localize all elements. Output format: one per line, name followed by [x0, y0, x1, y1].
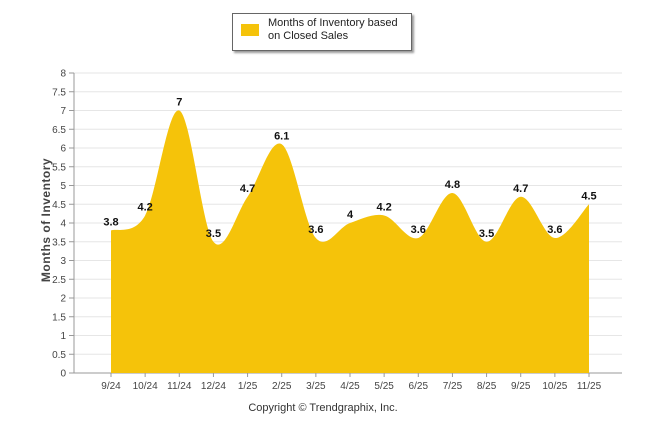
x-tick-label: 11/24 — [167, 381, 192, 392]
x-tick-label: 12/24 — [201, 381, 226, 392]
data-label: 3.6 — [411, 224, 426, 236]
y-tick-label: 5 — [60, 181, 66, 192]
x-tick-label: 4/25 — [340, 381, 360, 392]
data-label: 3.5 — [479, 228, 494, 240]
y-axis-label: Months of Inventory — [39, 157, 53, 283]
x-tick-label: 11/25 — [577, 381, 602, 392]
legend-label: Months of Inventory based on Closed Sale… — [268, 17, 398, 42]
y-tick-label: 3 — [60, 256, 66, 267]
x-tick-label: 1/25 — [238, 381, 258, 392]
copyright-text: Copyright © Trendgraphix, Inc. — [248, 402, 398, 414]
x-tick-label: 2/25 — [272, 381, 292, 392]
x-tick-label: 9/24 — [101, 381, 121, 392]
data-label: 3.6 — [308, 224, 323, 236]
data-label: 3.5 — [206, 228, 221, 240]
data-label: 4.7 — [513, 183, 528, 195]
data-label: 7 — [176, 97, 182, 109]
data-label: 6.1 — [274, 130, 289, 142]
data-label: 3.6 — [547, 224, 562, 236]
data-label: 4.7 — [240, 183, 255, 195]
x-tick-label: 9/25 — [511, 381, 531, 392]
x-tick-label: 10/24 — [133, 381, 158, 392]
y-tick-label: 0 — [60, 369, 66, 380]
y-tick-label: 7 — [60, 106, 66, 117]
y-tick-label: 0.5 — [52, 350, 66, 361]
data-label: 4.2 — [376, 202, 391, 214]
y-tick-label: 6.5 — [52, 125, 66, 136]
x-tick-label: 7/25 — [443, 381, 463, 392]
y-tick-label: 7.5 — [52, 87, 66, 98]
y-tick-label: 1.5 — [52, 312, 66, 323]
data-label: 3.8 — [103, 217, 118, 229]
data-label: 4 — [347, 209, 354, 221]
data-label: 4.2 — [137, 202, 152, 214]
y-tick-label: 4.5 — [52, 200, 66, 211]
series-area — [111, 110, 589, 374]
y-tick-label: 4 — [60, 219, 66, 230]
y-tick-label: 5.5 — [52, 162, 66, 173]
legend: Months of Inventory based on Closed Sale… — [232, 13, 412, 51]
data-label: 4.8 — [445, 179, 460, 191]
legend-swatch — [241, 24, 259, 36]
x-tick-label: 5/25 — [374, 381, 394, 392]
y-tick-label: 3.5 — [52, 237, 66, 248]
y-tick-label: 6 — [60, 144, 66, 155]
x-tick-label: 8/25 — [477, 381, 497, 392]
x-tick-label: 6/25 — [409, 381, 429, 392]
data-label: 4.5 — [581, 190, 596, 202]
y-tick-label: 2 — [60, 294, 66, 305]
y-tick-label: 1 — [60, 331, 66, 342]
x-tick-label: 10/25 — [542, 381, 567, 392]
x-tick-label: 3/25 — [306, 381, 326, 392]
y-tick-label: 8 — [60, 69, 66, 80]
y-tick-label: 2.5 — [52, 275, 66, 286]
